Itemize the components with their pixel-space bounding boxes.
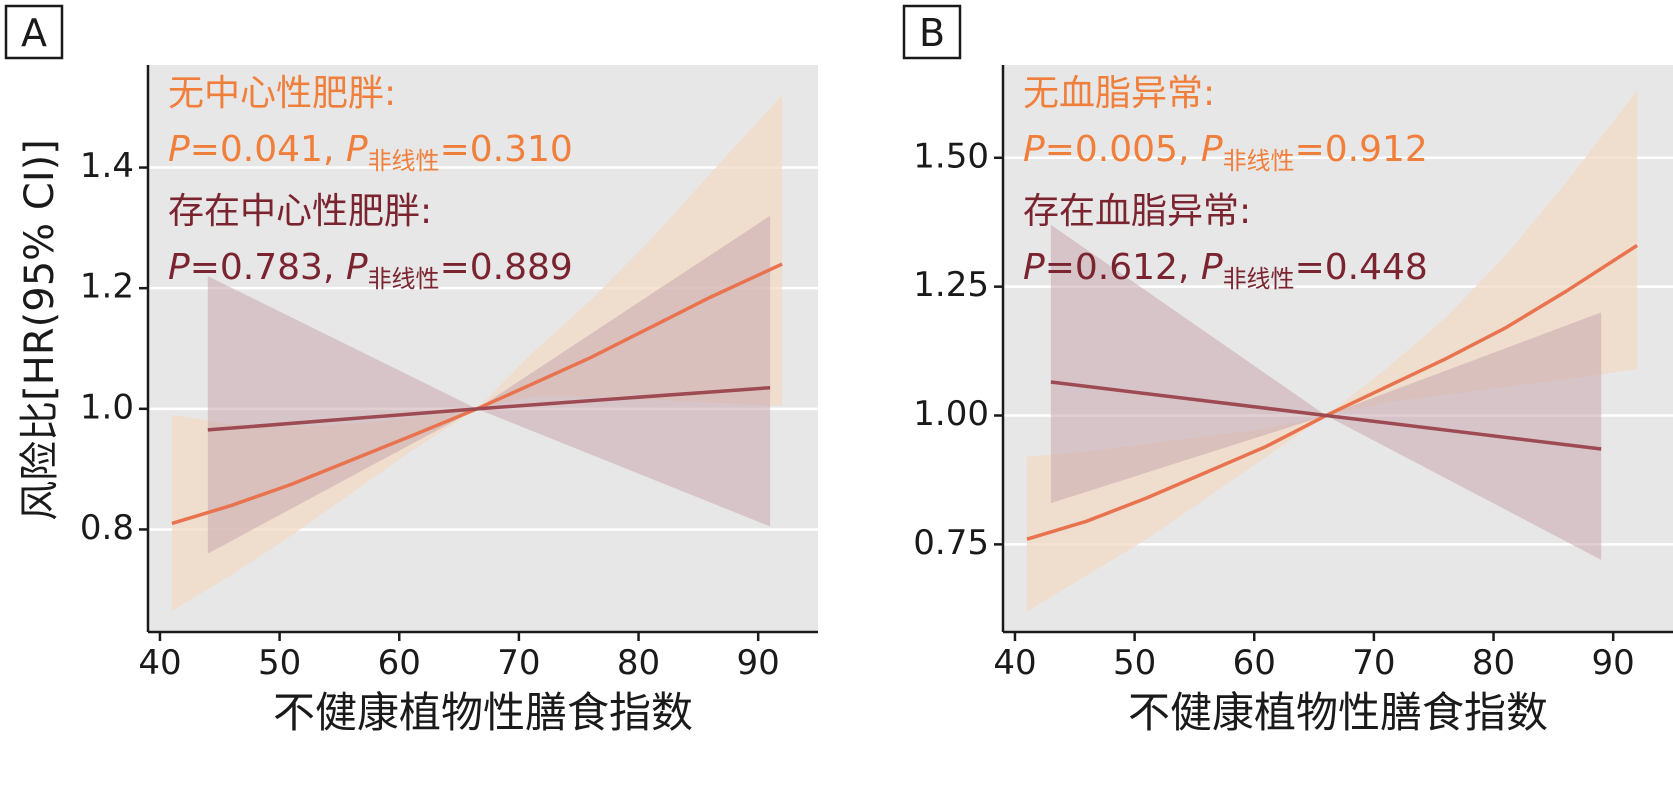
panel-b: 0.75 1.00 1.25 1.50 40 50 60 70 80 90 不健康植物性膳食指数 B 无… [902,4,1673,737]
x-axis-label: 不健康植物性膳食指数 [273,688,693,737]
annotation-p-values: P=0.783, P非线性=0.889 [168,247,573,293]
y-axis-label: 风险比[HR(95% CI)] [17,139,63,521]
x-axis-label: 不健康植物性膳食指数 [1128,688,1548,737]
x-tick-label: 80 [617,643,660,683]
panel-label: A [21,11,47,55]
x-tick-label: 90 [1592,643,1635,683]
x-tick-label: 70 [497,643,540,683]
annotation-p-values: P=0.612, P非线性=0.448 [1023,247,1428,293]
x-tick-label: 70 [1352,643,1395,683]
x-tick-label: 40 [138,643,181,683]
x-tick-label: 60 [1233,643,1276,683]
x-tick-label: 60 [378,643,421,683]
annotation-group-label: 无中心性肥胖: [168,73,396,114]
x-tick-label: 50 [258,643,301,683]
ci-band-1 [1050,224,1602,560]
annotation-group-label: 存在中心性肥胖: [168,191,432,232]
y-tick-label: 0.75 [913,523,989,563]
series-line-1 [1050,380,1602,451]
x-tick-label: 90 [737,643,780,683]
y-tick-label: 1.25 [913,265,989,305]
panel-label: B [919,11,945,55]
y-tick-label: 0.8 [80,508,134,548]
x-tick-label: 40 [993,643,1036,683]
y-tick-label: 1.4 [80,146,134,186]
y-tick-label: 1.50 [913,136,989,176]
x-tick-label: 80 [1472,643,1515,683]
x-tick-label: 50 [1113,643,1156,683]
panel-label-box [902,4,962,60]
panel-label-box [4,4,64,60]
annotation-group-label: 存在血脂异常: [1023,191,1251,232]
annotation-p-values: P=0.005, P非线性=0.912 [1023,129,1428,175]
ci-band-1 [207,215,771,554]
series-line-1 [207,385,771,432]
y-tick-label: 1.2 [80,267,134,307]
annotation-p-values: P=0.041, P非线性=0.310 [168,129,573,175]
panel-a: 0.8 1.0 1.2 1.4 40 50 60 70 80 90 不健康植物性膳食指数 A 无中心性肥… [4,4,818,737]
y-tick-label: 1.0 [80,387,134,427]
y-tick-label: 1.00 [913,394,989,434]
ci-band-0 [1026,90,1638,612]
annotation-group-label: 无血脂异常: [1023,73,1215,114]
